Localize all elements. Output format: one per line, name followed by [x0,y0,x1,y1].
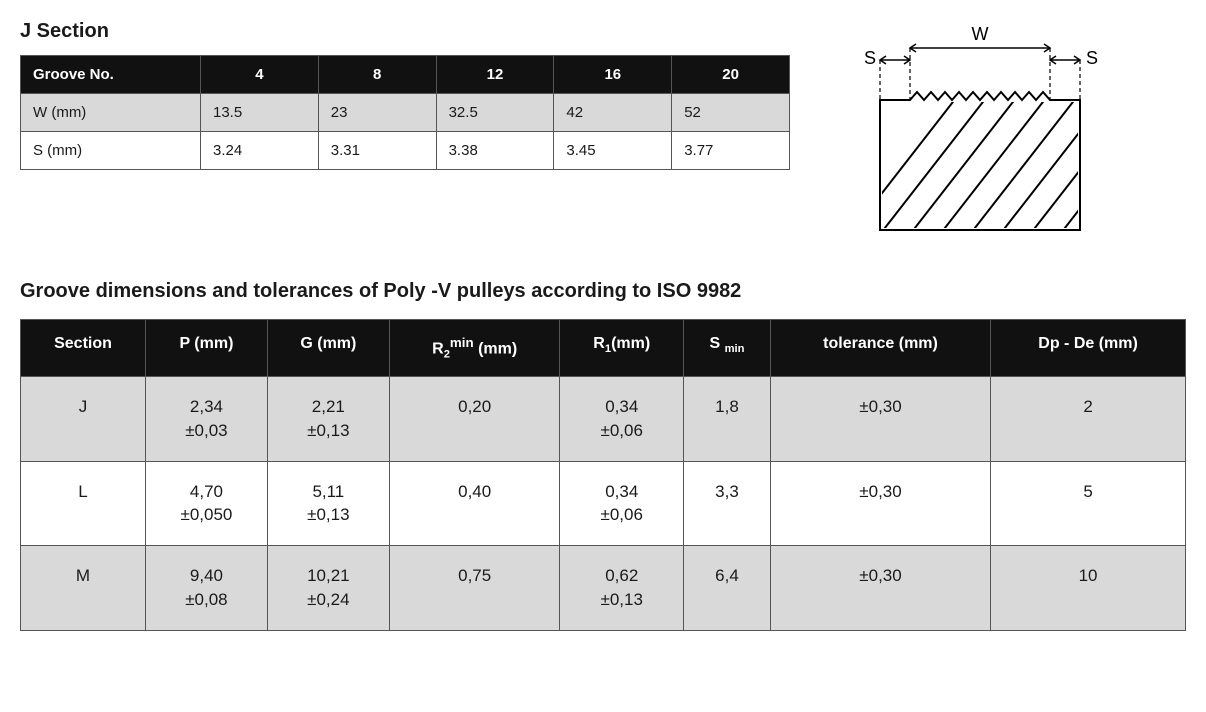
tol-cell-1-7: 5 [991,461,1186,546]
j-section-table: Groove No.48121620 W (mm)13.52332.54252 S… [20,55,790,170]
tol-cell-0-3: 0,20 [389,377,560,462]
j-table-row-label-1: S (mm) [21,132,201,170]
tol-cell-0-4: 0,34±0,06 [560,377,684,462]
tol-cell-1-2: 5,11±0,13 [267,461,389,546]
j-table-cell-0-1: 23 [318,94,436,132]
j-table-cell-1-1: 3.31 [318,132,436,170]
tol-cell-2-6: ±0,30 [770,546,990,631]
tol-cell-2-1: 9,40±0,08 [146,546,268,631]
j-table-row-label-0: W (mm) [21,94,201,132]
tolerances-title: Groove dimensions and tolerances of Poly… [20,280,1186,303]
j-table-cell-0-3: 42 [554,94,672,132]
j-table-cell-1-3: 3.45 [554,132,672,170]
j-table-cell-1-4: 3.77 [672,132,790,170]
j-table-cell-0-2: 32.5 [436,94,554,132]
j-table-cell-0-0: 13.5 [201,94,319,132]
tol-header-3: R2min (mm) [389,320,560,377]
tol-header-5: S min [684,320,771,377]
tol-header-7: Dp - De (mm) [991,320,1186,377]
j-table-groove-0: 4 [201,56,319,94]
tol-cell-2-5: 6,4 [684,546,771,631]
tol-cell-1-6: ±0,30 [770,461,990,546]
tol-header-2: G (mm) [267,320,389,377]
tol-header-0: Section [21,320,146,377]
diagram-label-w: W [972,24,989,44]
tol-cell-1-4: 0,34±0,06 [560,461,684,546]
tol-cell-0-2: 2,21±0,13 [267,377,389,462]
j-table-cell-1-2: 3.38 [436,132,554,170]
j-table-cell-0-4: 52 [672,94,790,132]
tol-cell-2-7: 10 [991,546,1186,631]
tol-cell-0-6: ±0,30 [770,377,990,462]
pulley-cross-section-diagram: W S S [850,20,1110,240]
tol-cell-0-0: J [21,377,146,462]
j-table-header-label: Groove No. [21,56,201,94]
tol-header-1: P (mm) [146,320,268,377]
diagram-label-s-left: S [864,48,876,68]
tol-cell-1-3: 0,40 [389,461,560,546]
tol-header-6: tolerance (mm) [770,320,990,377]
tol-cell-0-1: 2,34±0,03 [146,377,268,462]
tol-cell-0-7: 2 [991,377,1186,462]
j-table-groove-3: 16 [554,56,672,94]
j-section-title: J Section [20,20,790,43]
tolerances-table: SectionP (mm)G (mm)R2min (mm)R1(mm)S min… [20,319,1186,631]
tol-cell-1-1: 4,70±0,050 [146,461,268,546]
tol-cell-2-4: 0,62±0,13 [560,546,684,631]
j-table-cell-1-0: 3.24 [201,132,319,170]
j-table-groove-1: 8 [318,56,436,94]
tol-cell-1-0: L [21,461,146,546]
tol-cell-2-3: 0,75 [389,546,560,631]
tol-header-4: R1(mm) [560,320,684,377]
tol-cell-2-0: M [21,546,146,631]
j-table-groove-2: 12 [436,56,554,94]
tol-cell-2-2: 10,21±0,24 [267,546,389,631]
j-table-groove-4: 20 [672,56,790,94]
tol-cell-1-5: 3,3 [684,461,771,546]
tol-cell-0-5: 1,8 [684,377,771,462]
diagram-label-s-right: S [1086,48,1098,68]
